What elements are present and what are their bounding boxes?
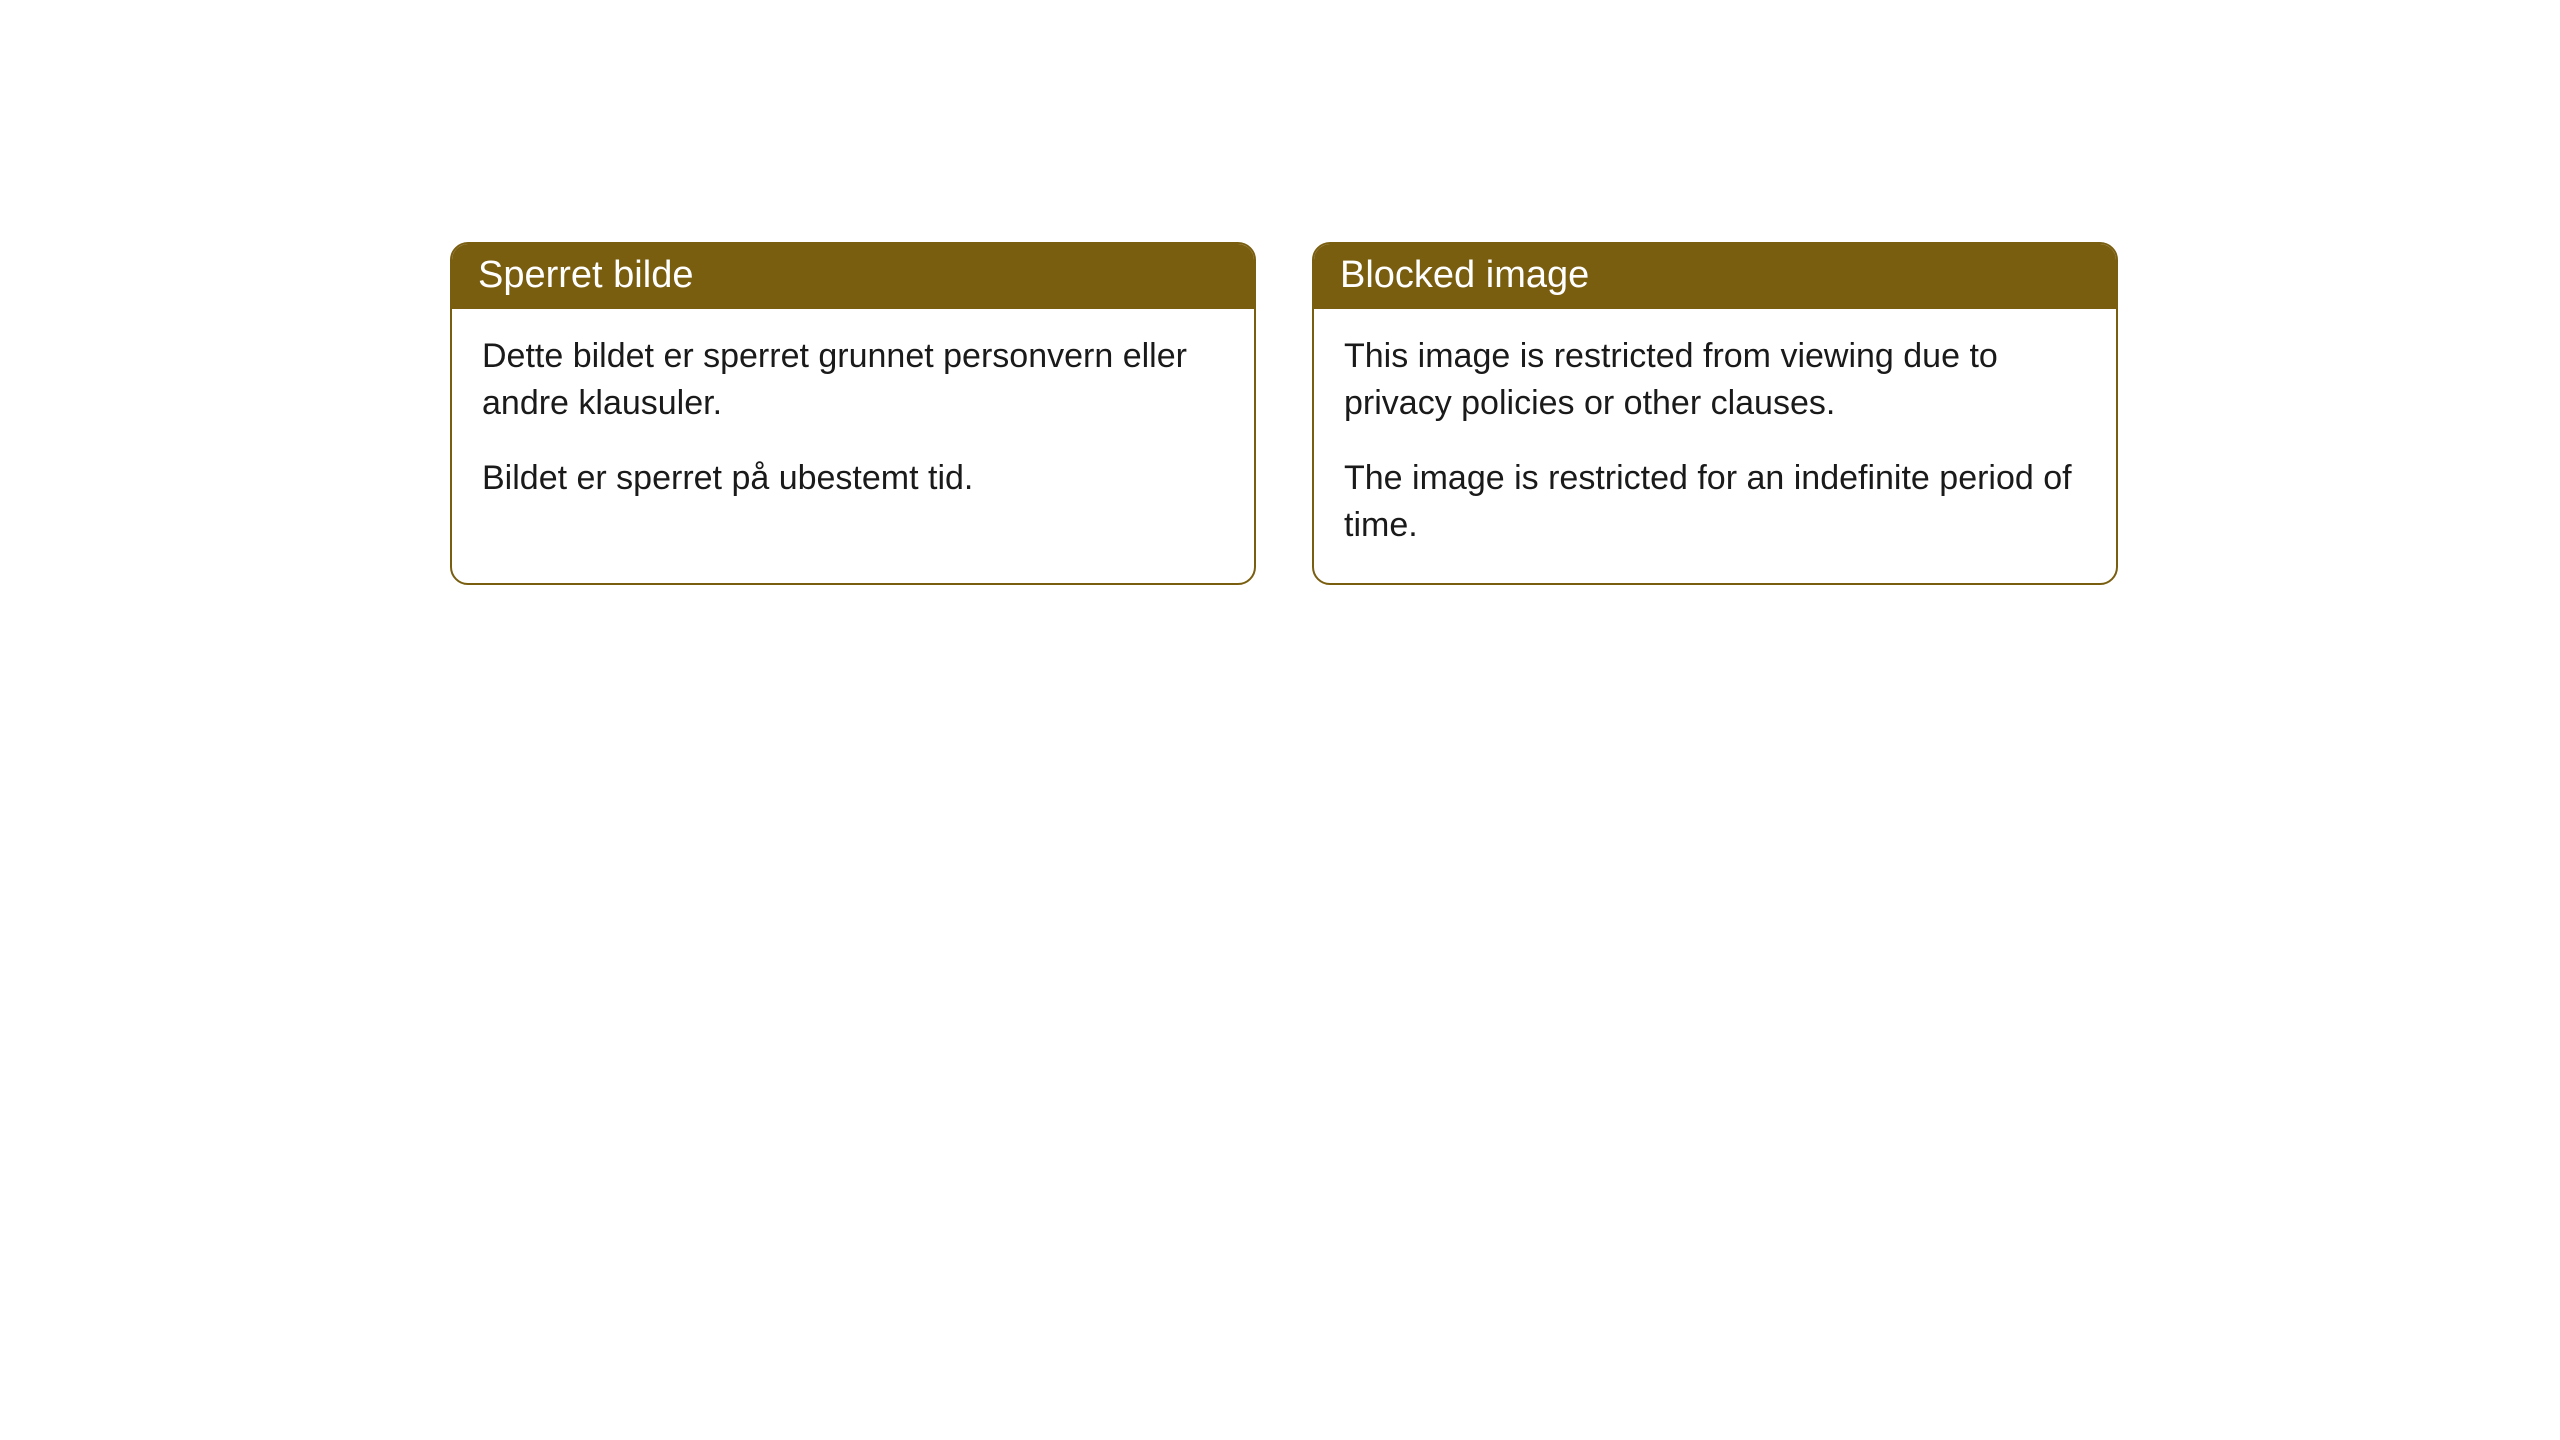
card-paragraph-1-english: This image is restricted from viewing du… xyxy=(1344,333,2086,427)
blocked-image-card-english: Blocked image This image is restricted f… xyxy=(1312,242,2118,585)
card-title-english: Blocked image xyxy=(1314,244,2116,309)
card-title-norwegian: Sperret bilde xyxy=(452,244,1254,309)
card-paragraph-2-norwegian: Bildet er sperret på ubestemt tid. xyxy=(482,455,1224,502)
card-paragraph-2-english: The image is restricted for an indefinit… xyxy=(1344,455,2086,549)
blocked-image-card-norwegian: Sperret bilde Dette bildet er sperret gr… xyxy=(450,242,1256,585)
card-body-english: This image is restricted from viewing du… xyxy=(1314,309,2116,583)
notice-container: Sperret bilde Dette bildet er sperret gr… xyxy=(0,0,2560,585)
card-body-norwegian: Dette bildet er sperret grunnet personve… xyxy=(452,309,1254,536)
card-paragraph-1-norwegian: Dette bildet er sperret grunnet personve… xyxy=(482,333,1224,427)
